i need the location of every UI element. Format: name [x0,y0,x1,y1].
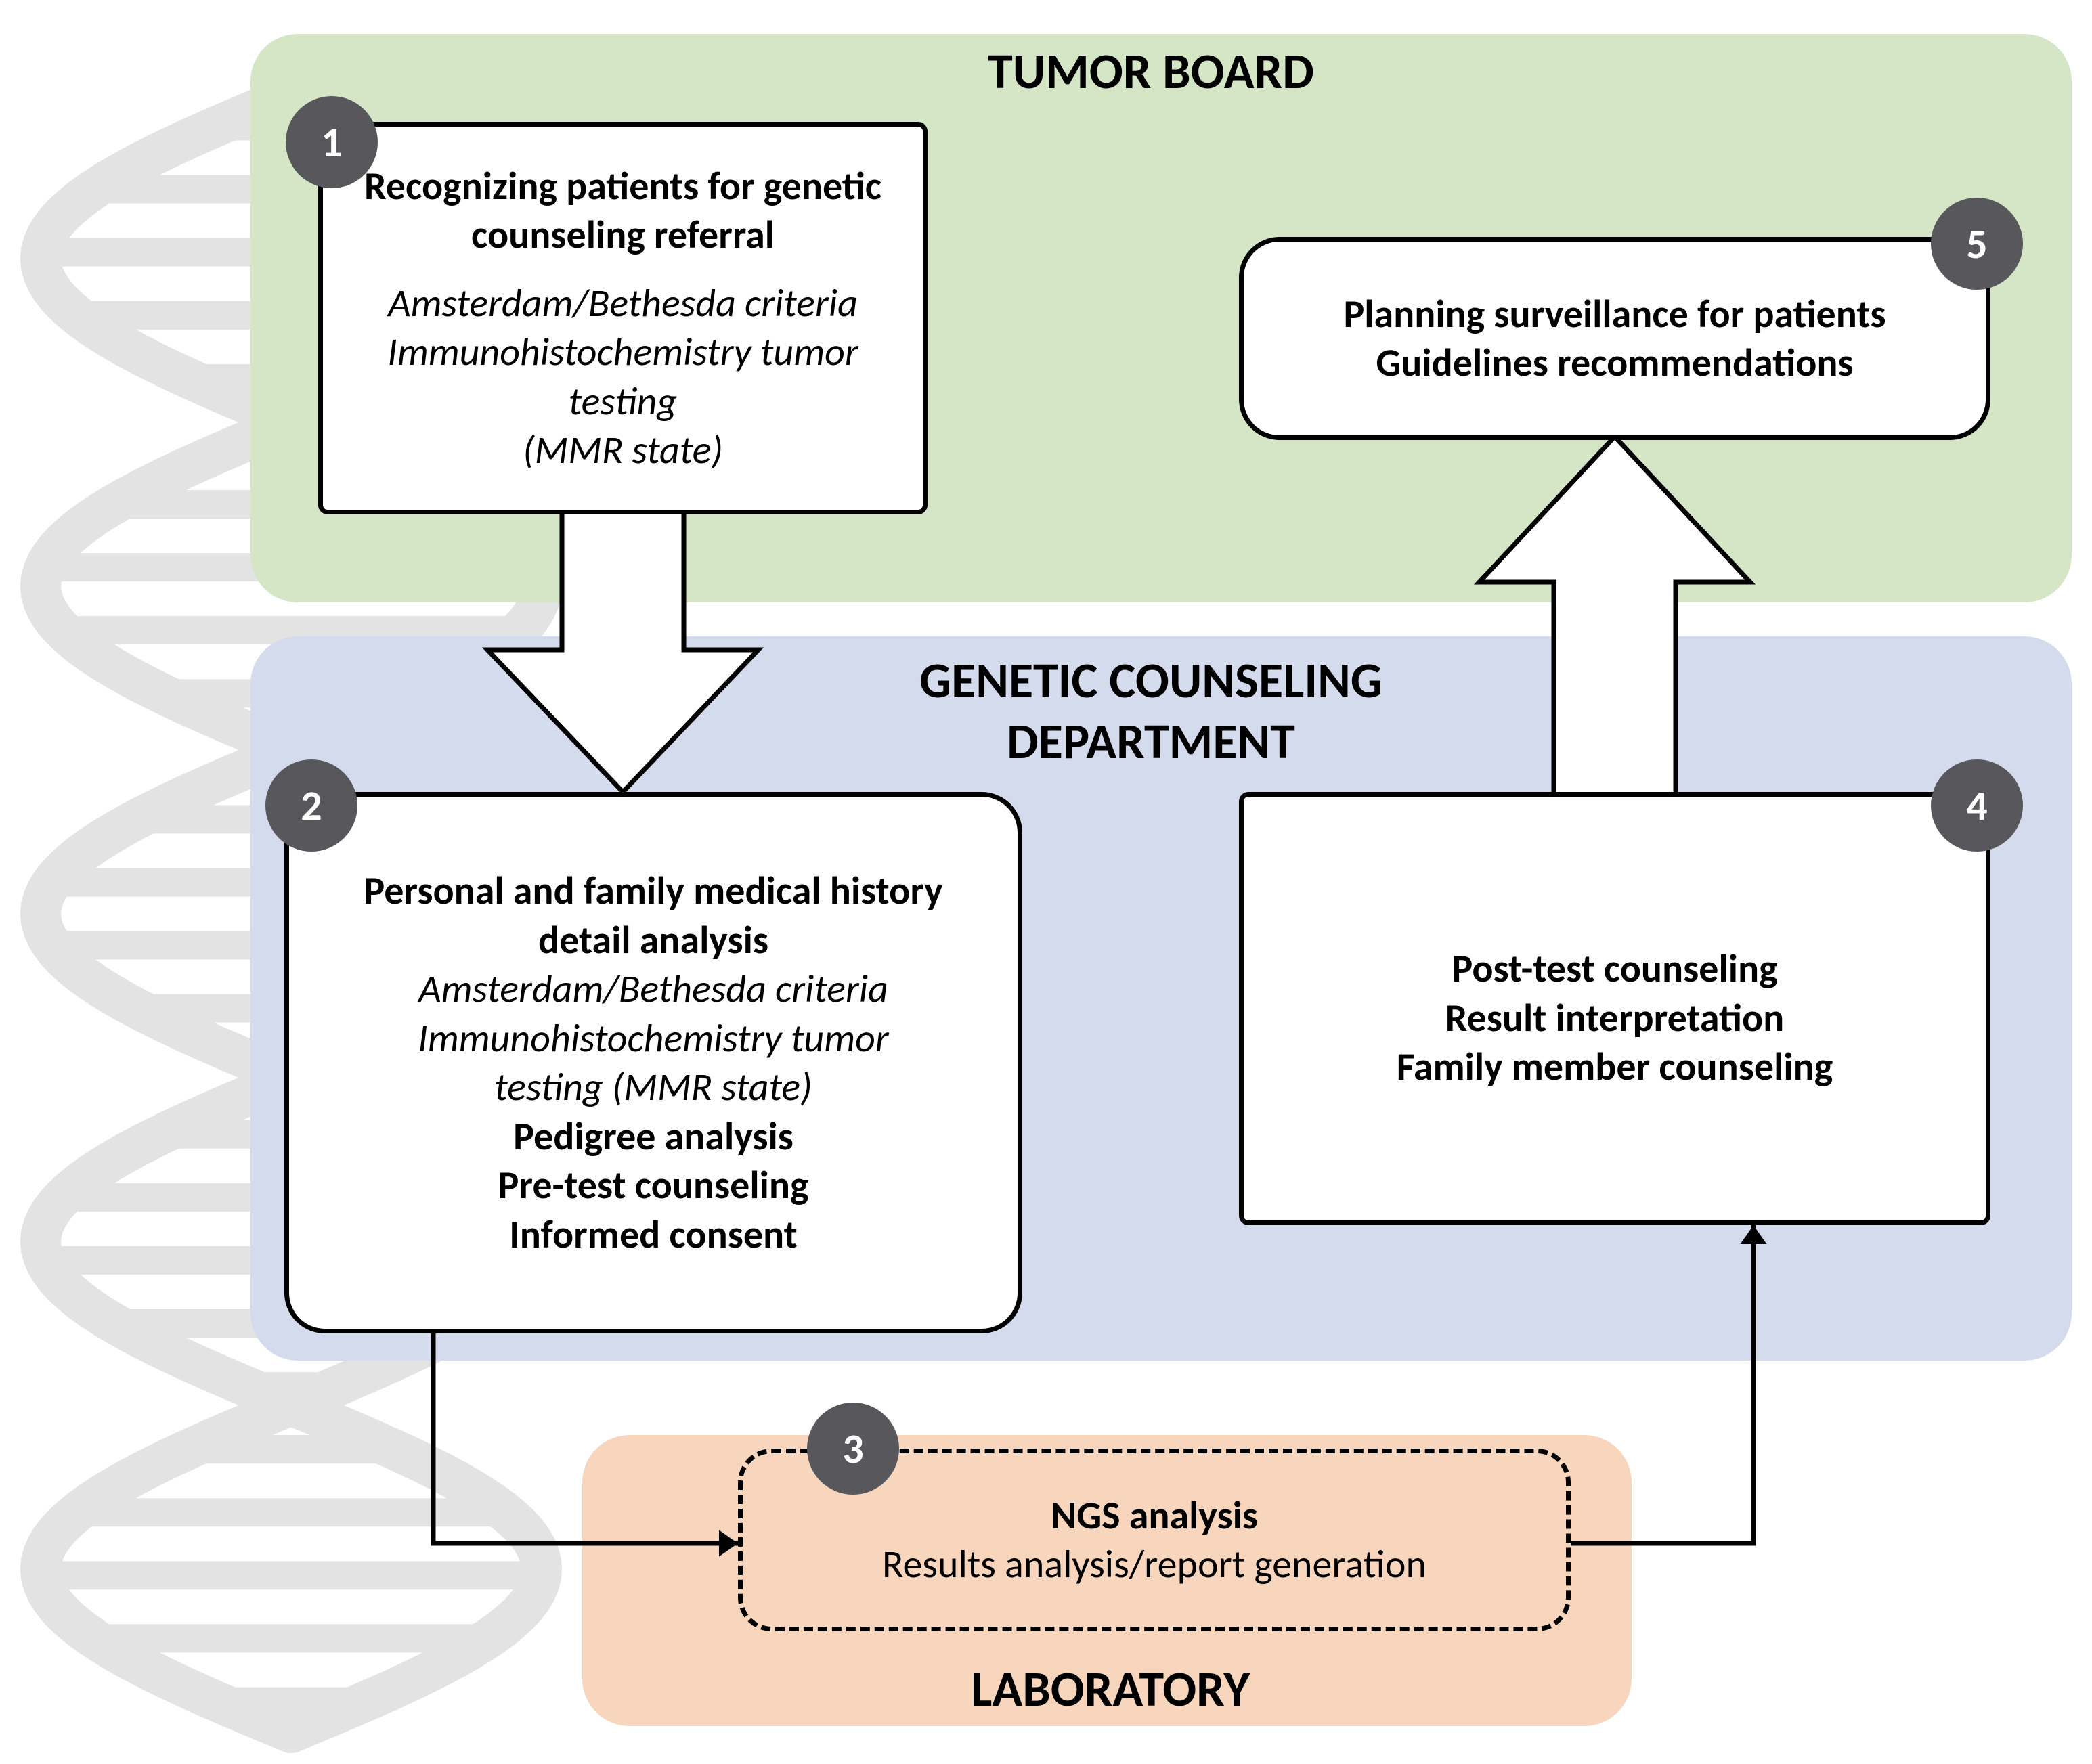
node-n2-line: Immunohistochemistry tumor [418,1014,889,1063]
node-n5-line: Guidelines recommendations [1376,338,1853,388]
node-n5-line: Planning surveillance for patients [1343,290,1886,339]
node-n3-line: Results analysis/report generation [882,1540,1426,1589]
section-title-lab: LABORATORY [934,1658,1286,1719]
node-n1-line: (MMR state) [523,426,723,475]
badge-1: 1 [286,96,378,188]
node-n2-line: Personal and family medical history [364,866,942,916]
node-n2: Personal and family medical historydetai… [284,792,1022,1333]
node-n4-line: Family member counseling [1397,1042,1833,1092]
node-n2-line: testing (MMR state) [494,1063,812,1112]
badge-2: 2 [265,759,357,852]
node-n1-line: Immunohistochemistry tumor testing [350,328,896,426]
node-n2-line: Informed consent [509,1210,797,1260]
node-n2-line: Pedigree analysis [513,1112,793,1162]
node-n5: Planning surveillance for patientsGuidel… [1239,237,1990,440]
node-n2-line: detail analysis [538,916,768,965]
node-n3-line: NGS analysis [1051,1491,1258,1541]
node-n2-line: Amsterdam/Bethesda criteria [418,965,888,1014]
node-n2-line: Pre-test counseling [498,1161,809,1210]
node-n1: Recognizing patients for geneticcounseli… [318,122,928,514]
node-n1-line: Amsterdam/Bethesda criteria [388,279,858,328]
diagram-stage: TUMOR BOARD GENETIC COUNSELING DEPARTMENT… [0,0,2092,1764]
badge-4: 4 [1931,759,2023,852]
badge-3: 3 [807,1403,899,1495]
node-n1-line: counseling referral [471,211,775,260]
node-n4: Post-test counselingResult interpretatio… [1239,792,1990,1225]
node-n1-line: Recognizing patients for genetic [364,162,881,211]
section-title-genetic: GENETIC COUNSELING DEPARTMENT [812,650,1489,778]
node-n4-line: Post-test counseling [1452,944,1777,994]
node-n4-line: Result interpretation [1445,994,1785,1043]
badge-5: 5 [1931,198,2023,290]
section-title-tumor_board: TUMOR BOARD [846,41,1456,102]
